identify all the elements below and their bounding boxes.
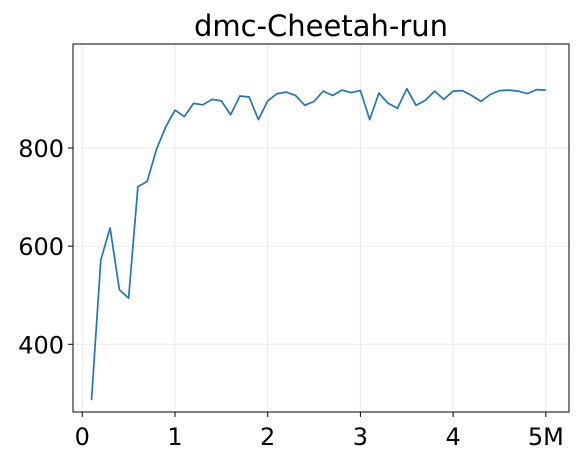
- plot-frame: [72, 43, 570, 413]
- x-tick-label: 5M: [528, 423, 564, 451]
- gridlines: [73, 44, 569, 412]
- y-tick-label: 400: [18, 331, 64, 359]
- x-tick-label: 2: [260, 423, 275, 451]
- x-tick-label: 0: [75, 423, 90, 451]
- chart-title: dmc-Cheetah-run: [194, 9, 448, 43]
- x-tick-label: 4: [445, 423, 460, 451]
- x-axis: 0 1 2 3 4 5M: [75, 412, 564, 451]
- y-tick-label: 800: [18, 135, 64, 163]
- x-tick-label: 3: [353, 423, 368, 451]
- plot-area: [90, 87, 546, 401]
- series-line: [90, 87, 546, 401]
- y-tick-label: 600: [18, 233, 64, 261]
- x-tick-label: 1: [167, 423, 182, 451]
- y-axis: 400 600 800: [18, 135, 73, 359]
